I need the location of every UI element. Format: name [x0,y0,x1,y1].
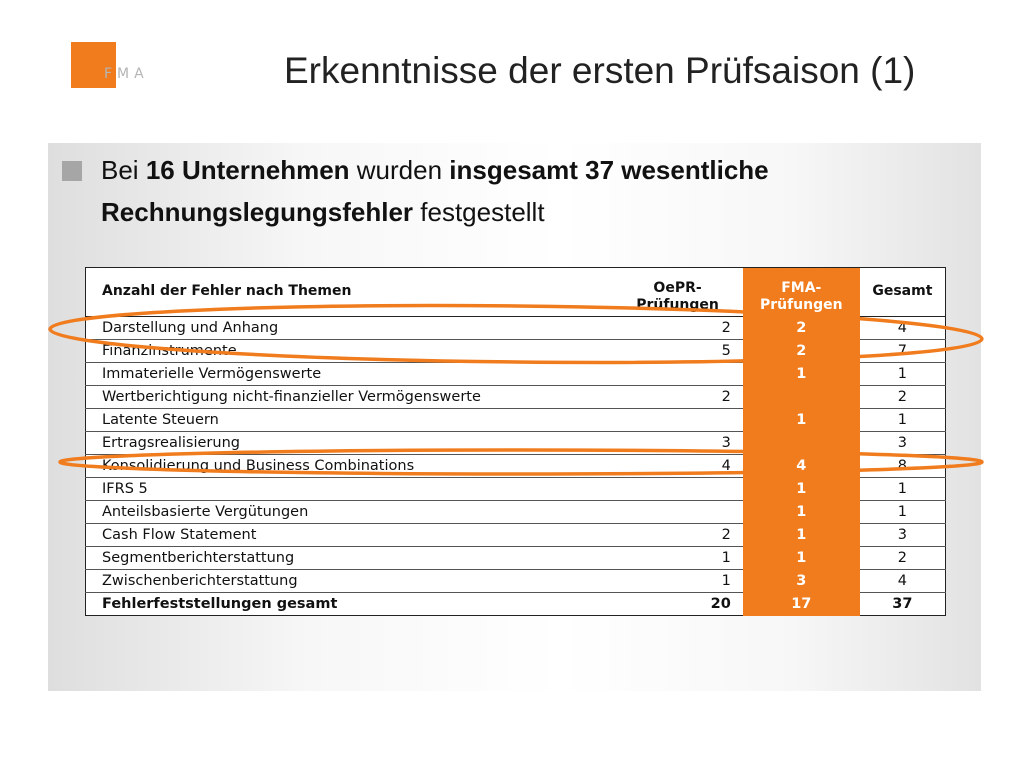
table-body: Darstellung und Anhang 2 2 4 Finanzinstrumen… [85,316,946,616]
cell-gesamt: 1 [859,408,946,432]
bullet-square-icon [62,161,82,181]
cell-fma: 17 [742,592,860,616]
fma-logo-text: FMA [104,66,149,82]
cell-oepr: 3 [612,431,743,455]
cell-fma: 1 [742,408,860,432]
cell-topic: Anteilsbasierte Vergütungen [85,500,613,524]
table-row: Cash Flow Statement 2 1 3 [85,523,946,547]
bullet-line-2: Rechnungslegungsfehler festgestellt [101,197,545,228]
cell-gesamt: 1 [859,362,946,386]
cell-oepr [612,362,743,386]
cell-fma: 1 [742,477,860,501]
table-row: Segmentberichterstattung 1 1 2 [85,546,946,570]
table-row: Immaterielle Vermögenswerte 1 1 [85,362,946,386]
cell-oepr [612,477,743,501]
cell-oepr: 20 [612,592,743,616]
cell-oepr: 2 [612,385,743,409]
cell-oepr: 4 [612,454,743,478]
bullet-bold: insgesamt 37 wesentliche [449,155,769,185]
cell-gesamt: 1 [859,477,946,501]
header-fma: FMA- Prüfungen [742,267,860,317]
cell-fma [742,385,860,409]
error-table: Anzahl der Fehler nach Themen OePR- Prüf… [85,267,946,616]
cell-gesamt: 37 [859,592,946,616]
cell-gesamt: 4 [859,316,946,340]
cell-topic: Latente Steuern [85,408,613,432]
cell-fma: 1 [742,523,860,547]
cell-oepr: 5 [612,339,743,363]
bullet-line-1: Bei 16 Unternehmen wurden insgesamt 37 w… [101,155,769,186]
table-row: Konsolidierung und Business Combinations… [85,454,946,478]
bullet-text: festgestellt [413,197,545,227]
table-row: Finanzinstrumente 5 2 7 [85,339,946,363]
cell-oepr: 1 [612,569,743,593]
cell-fma: 1 [742,546,860,570]
cell-gesamt: 7 [859,339,946,363]
table-total-row: Fehlerfeststellungen gesamt 20 17 37 [85,592,946,616]
table-row: Zwischenberichterstattung 1 3 4 [85,569,946,593]
cell-topic: Konsolidierung und Business Combinations [85,454,613,478]
cell-topic: IFRS 5 [85,477,613,501]
cell-fma [742,431,860,455]
cell-topic: Ertragsrealisierung [85,431,613,455]
bullet-bold: Rechnungslegungsfehler [101,197,414,227]
slide-title: Erkenntnisse der ersten Prüfsaison (1) [284,50,916,91]
header-gesamt: Gesamt [859,267,946,317]
cell-oepr [612,408,743,432]
cell-fma: 2 [742,316,860,340]
table-row: Anteilsbasierte Vergütungen 1 1 [85,500,946,524]
cell-oepr: 1 [612,546,743,570]
bullet-bold: 16 Unternehmen [145,155,350,185]
cell-fma: 4 [742,454,860,478]
table-row: Wertberichtigung nicht-finanzieller Verm… [85,385,946,409]
cell-gesamt: 2 [859,546,946,570]
cell-gesamt: 8 [859,454,946,478]
bullet-text: wurden [349,155,450,185]
cell-topic: Finanzinstrumente [85,339,613,363]
cell-topic: Segmentberichterstattung [85,546,613,570]
fma-logo-block [71,42,116,88]
cell-gesamt: 1 [859,500,946,524]
cell-oepr: 2 [612,523,743,547]
cell-topic: Darstellung und Anhang [85,316,613,340]
header-oepr: OePR- Prüfungen [612,267,743,317]
cell-gesamt: 3 [859,523,946,547]
cell-oepr: 2 [612,316,743,340]
cell-fma: 2 [742,339,860,363]
cell-topic: Immaterielle Vermögenswerte [85,362,613,386]
table-header-row: Anzahl der Fehler nach Themen OePR- Prüf… [85,267,946,317]
cell-topic: Cash Flow Statement [85,523,613,547]
cell-topic: Wertberichtigung nicht-finanzieller Verm… [85,385,613,409]
table-row: Ertragsrealisierung 3 3 [85,431,946,455]
cell-fma: 3 [742,569,860,593]
cell-fma: 1 [742,362,860,386]
cell-gesamt: 2 [859,385,946,409]
table-row: Latente Steuern 1 1 [85,408,946,432]
bullet-text: Bei [101,155,146,185]
cell-topic: Fehlerfeststellungen gesamt [85,592,613,616]
cell-topic: Zwischenberichterstattung [85,569,613,593]
cell-fma: 1 [742,500,860,524]
cell-gesamt: 3 [859,431,946,455]
cell-gesamt: 4 [859,569,946,593]
table-row: Darstellung und Anhang 2 2 4 [85,316,946,340]
cell-oepr [612,500,743,524]
header-topic: Anzahl der Fehler nach Themen [85,267,613,317]
